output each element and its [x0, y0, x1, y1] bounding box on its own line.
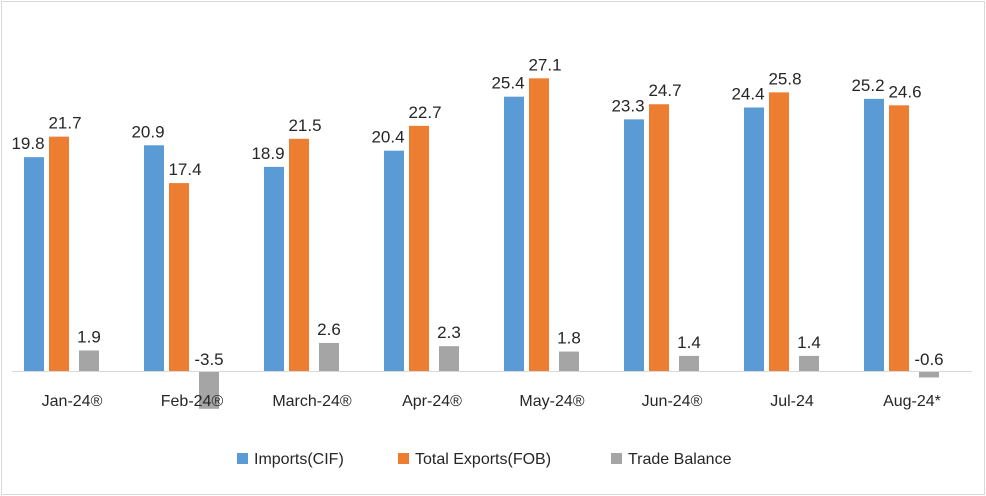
- data-label: 1.8: [557, 329, 581, 348]
- data-label: 17.4: [168, 160, 201, 179]
- data-label: 24.7: [648, 81, 681, 100]
- data-label: 1.9: [77, 327, 101, 346]
- x-tick-label: Jul-24: [770, 393, 814, 410]
- bar-imports-cif--2: [264, 166, 284, 371]
- data-label: 1.4: [797, 333, 821, 352]
- data-label: 2.6: [317, 320, 341, 339]
- data-label: 24.4: [731, 84, 764, 103]
- legend-label: Total Exports(FOB): [415, 451, 551, 468]
- data-label: 25.4: [491, 74, 524, 93]
- bar-imports-cif--5: [624, 119, 644, 371]
- bar-imports-cif--6: [744, 107, 764, 371]
- legend-swatch: [237, 453, 248, 464]
- data-label: 27.1: [528, 55, 561, 74]
- legend-swatch: [398, 453, 409, 464]
- x-tick-label: May-24®: [519, 393, 584, 410]
- legend-label: Trade Balance: [628, 451, 732, 468]
- data-label: 19.8: [11, 134, 44, 153]
- data-label: 20.4: [371, 128, 404, 147]
- bar-trade-balance-3: [439, 346, 459, 371]
- bar-trade-balance-1: [199, 371, 219, 409]
- bar-total-exports-fob--3: [409, 125, 429, 371]
- data-label: 18.9: [251, 144, 284, 163]
- bar-imports-cif--4: [504, 96, 524, 372]
- bar-total-exports-fob--7: [889, 105, 909, 371]
- bars-layer: [24, 78, 939, 409]
- x-tick-label: Jan-24®: [42, 393, 103, 410]
- bar-total-exports-fob--2: [289, 138, 309, 371]
- x-tick-label: Jun-24®: [642, 393, 703, 410]
- bar-total-exports-fob--5: [649, 104, 669, 372]
- legend: Imports(CIF) Total Exports(FOB) Trade Bala…: [237, 451, 732, 468]
- data-label: 1.4: [677, 333, 701, 352]
- data-label: 22.7: [408, 103, 441, 122]
- bar-trade-balance-6: [799, 355, 819, 371]
- bar-imports-cif--0: [24, 157, 44, 371]
- bar-total-exports-fob--4: [529, 78, 549, 371]
- data-label: -0.6: [914, 350, 943, 369]
- data-label: 24.6: [888, 82, 921, 101]
- bar-total-exports-fob--1: [169, 183, 189, 371]
- data-labels-layer: 19.821.7 1.9 20.917.4 -3.5 18.921.5 2.6 20.422…: [11, 55, 943, 369]
- x-tick-label: March-24®: [272, 393, 352, 410]
- bar-imports-cif--3: [384, 150, 404, 371]
- data-label: -3.5: [194, 350, 223, 369]
- bar-trade-balance-2: [319, 342, 339, 371]
- data-label: 25.2: [851, 76, 884, 95]
- bar-imports-cif--7: [864, 98, 884, 371]
- data-label: 25.8: [768, 69, 801, 88]
- bar-trade-balance-0: [79, 350, 99, 371]
- x-tick-label: Aug-24*: [883, 393, 941, 410]
- legend-label: Imports(CIF): [254, 451, 344, 468]
- data-label: 20.9: [131, 122, 164, 141]
- data-label: 2.3: [437, 323, 461, 342]
- bar-imports-cif--1: [144, 145, 164, 371]
- bar-trade-balance-7: [919, 371, 939, 378]
- bar-trade-balance-4: [559, 351, 579, 371]
- x-tick-label: Apr-24®: [402, 393, 462, 410]
- bar-trade-balance-5: [679, 355, 699, 371]
- data-label: 21.7: [48, 114, 81, 133]
- x-tick-labels: Jan-24® Feb-24® March-24® Apr-24® May-24® Jun…: [42, 393, 941, 410]
- data-label: 23.3: [611, 96, 644, 115]
- legend-swatch: [611, 453, 622, 464]
- data-label: 21.5: [288, 116, 321, 135]
- bar-total-exports-fob--0: [49, 136, 69, 371]
- x-tick-label: Feb-24®: [161, 393, 224, 410]
- bar-total-exports-fob--6: [769, 92, 789, 372]
